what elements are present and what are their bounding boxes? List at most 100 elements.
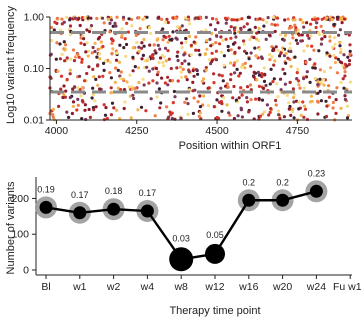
scatter-point (78, 23, 82, 28)
scatter-point (187, 62, 191, 66)
line-x-tick-label: w2 (106, 281, 121, 293)
scatter-point (316, 17, 320, 21)
scatter-point (297, 33, 301, 37)
scatter-point (319, 24, 323, 28)
scatter-point (68, 68, 72, 72)
scatter-point (296, 41, 300, 46)
scatter-point (183, 59, 187, 63)
scatter-point (253, 25, 257, 29)
scatter-point (255, 31, 259, 35)
scatter-point (320, 37, 324, 41)
scatter-point (136, 108, 140, 112)
scatter-point (257, 97, 261, 101)
scatter-point (87, 65, 91, 69)
scatter-point (156, 43, 160, 48)
scatter-point (301, 100, 305, 104)
scatter-point (170, 37, 174, 41)
scatter-point (152, 43, 156, 47)
scatter-point (347, 59, 352, 63)
scatter-point (227, 111, 231, 115)
scatter-point (61, 95, 65, 100)
scatter-point (279, 51, 283, 56)
scatter-point (224, 21, 228, 25)
scatter-point (176, 50, 180, 54)
scatter-point (223, 16, 228, 20)
scatter-point (165, 105, 169, 109)
scatter-point (154, 66, 159, 71)
scatter-point (275, 16, 280, 20)
scatter-point (68, 72, 72, 76)
scatter-point (111, 47, 115, 51)
scatter-point (232, 18, 236, 22)
scatter-point (214, 58, 219, 62)
scatter-point (116, 68, 120, 72)
scatter-point (180, 24, 184, 28)
scatter-y-ticks: 0.01 0.10 1.00 (24, 12, 50, 127)
scatter-point (64, 89, 68, 93)
scatter-point (224, 37, 228, 41)
scatter-point (258, 17, 262, 21)
scatter-point (304, 60, 308, 64)
scatter-point (51, 115, 55, 119)
scatter-point (261, 112, 265, 116)
scatter-point (305, 44, 310, 48)
line-marker (39, 200, 53, 214)
scatter-point (98, 35, 102, 39)
scatter-point (229, 48, 233, 52)
scatter-point (86, 54, 90, 58)
scatter-point (267, 33, 271, 37)
scatter-point (71, 100, 76, 104)
scatter-point (292, 100, 296, 104)
scatter-point (79, 41, 83, 45)
scatter-point (166, 49, 170, 53)
scatter-point (88, 115, 92, 119)
scatter-point (93, 99, 97, 103)
scatter-point (322, 83, 326, 87)
scatter-point (273, 23, 277, 27)
scatter-point (261, 86, 266, 90)
scatter-point (68, 24, 73, 28)
scatter-point (127, 17, 131, 21)
scatter-point (239, 108, 243, 112)
scatter-point (192, 96, 196, 100)
scatter-point (343, 70, 347, 74)
scatter-point (276, 95, 280, 99)
scatter-point (83, 42, 87, 47)
scatter-point (335, 86, 339, 90)
scatter-point (121, 77, 125, 81)
line-x-tick-label: w12 (204, 281, 224, 293)
scatter-point (92, 75, 96, 79)
scatter-point (76, 52, 80, 56)
scatter-point (269, 67, 273, 71)
scatter-point (309, 34, 313, 38)
scatter-point (254, 37, 258, 41)
scatter-point (221, 79, 225, 83)
scatter-point (119, 88, 123, 92)
scatter-point (163, 46, 168, 50)
scatter-point (242, 25, 246, 29)
scatter-point (257, 84, 261, 88)
scatter-point (131, 93, 135, 97)
scatter-point (157, 15, 161, 19)
scatter-point (194, 68, 199, 72)
scatter-point (161, 38, 165, 42)
scatter-point (101, 74, 105, 78)
scatter-x-tick-label: 4500 (205, 125, 229, 137)
scatter-point (294, 26, 298, 30)
scatter-point (217, 73, 221, 77)
scatter-point (151, 79, 155, 83)
scatter-point (347, 62, 351, 67)
scatter-point (87, 30, 92, 34)
scatter-point (55, 17, 59, 21)
scatter-point (140, 57, 144, 61)
scatter-point (111, 24, 115, 28)
scatter-point (257, 39, 261, 43)
scatter-point (321, 78, 326, 82)
scatter-point (348, 80, 353, 84)
scatter-point (338, 60, 342, 64)
scatter-point (57, 104, 61, 108)
scatter-point (334, 56, 338, 60)
scatter-point (328, 54, 332, 58)
scatter-point (229, 72, 233, 76)
